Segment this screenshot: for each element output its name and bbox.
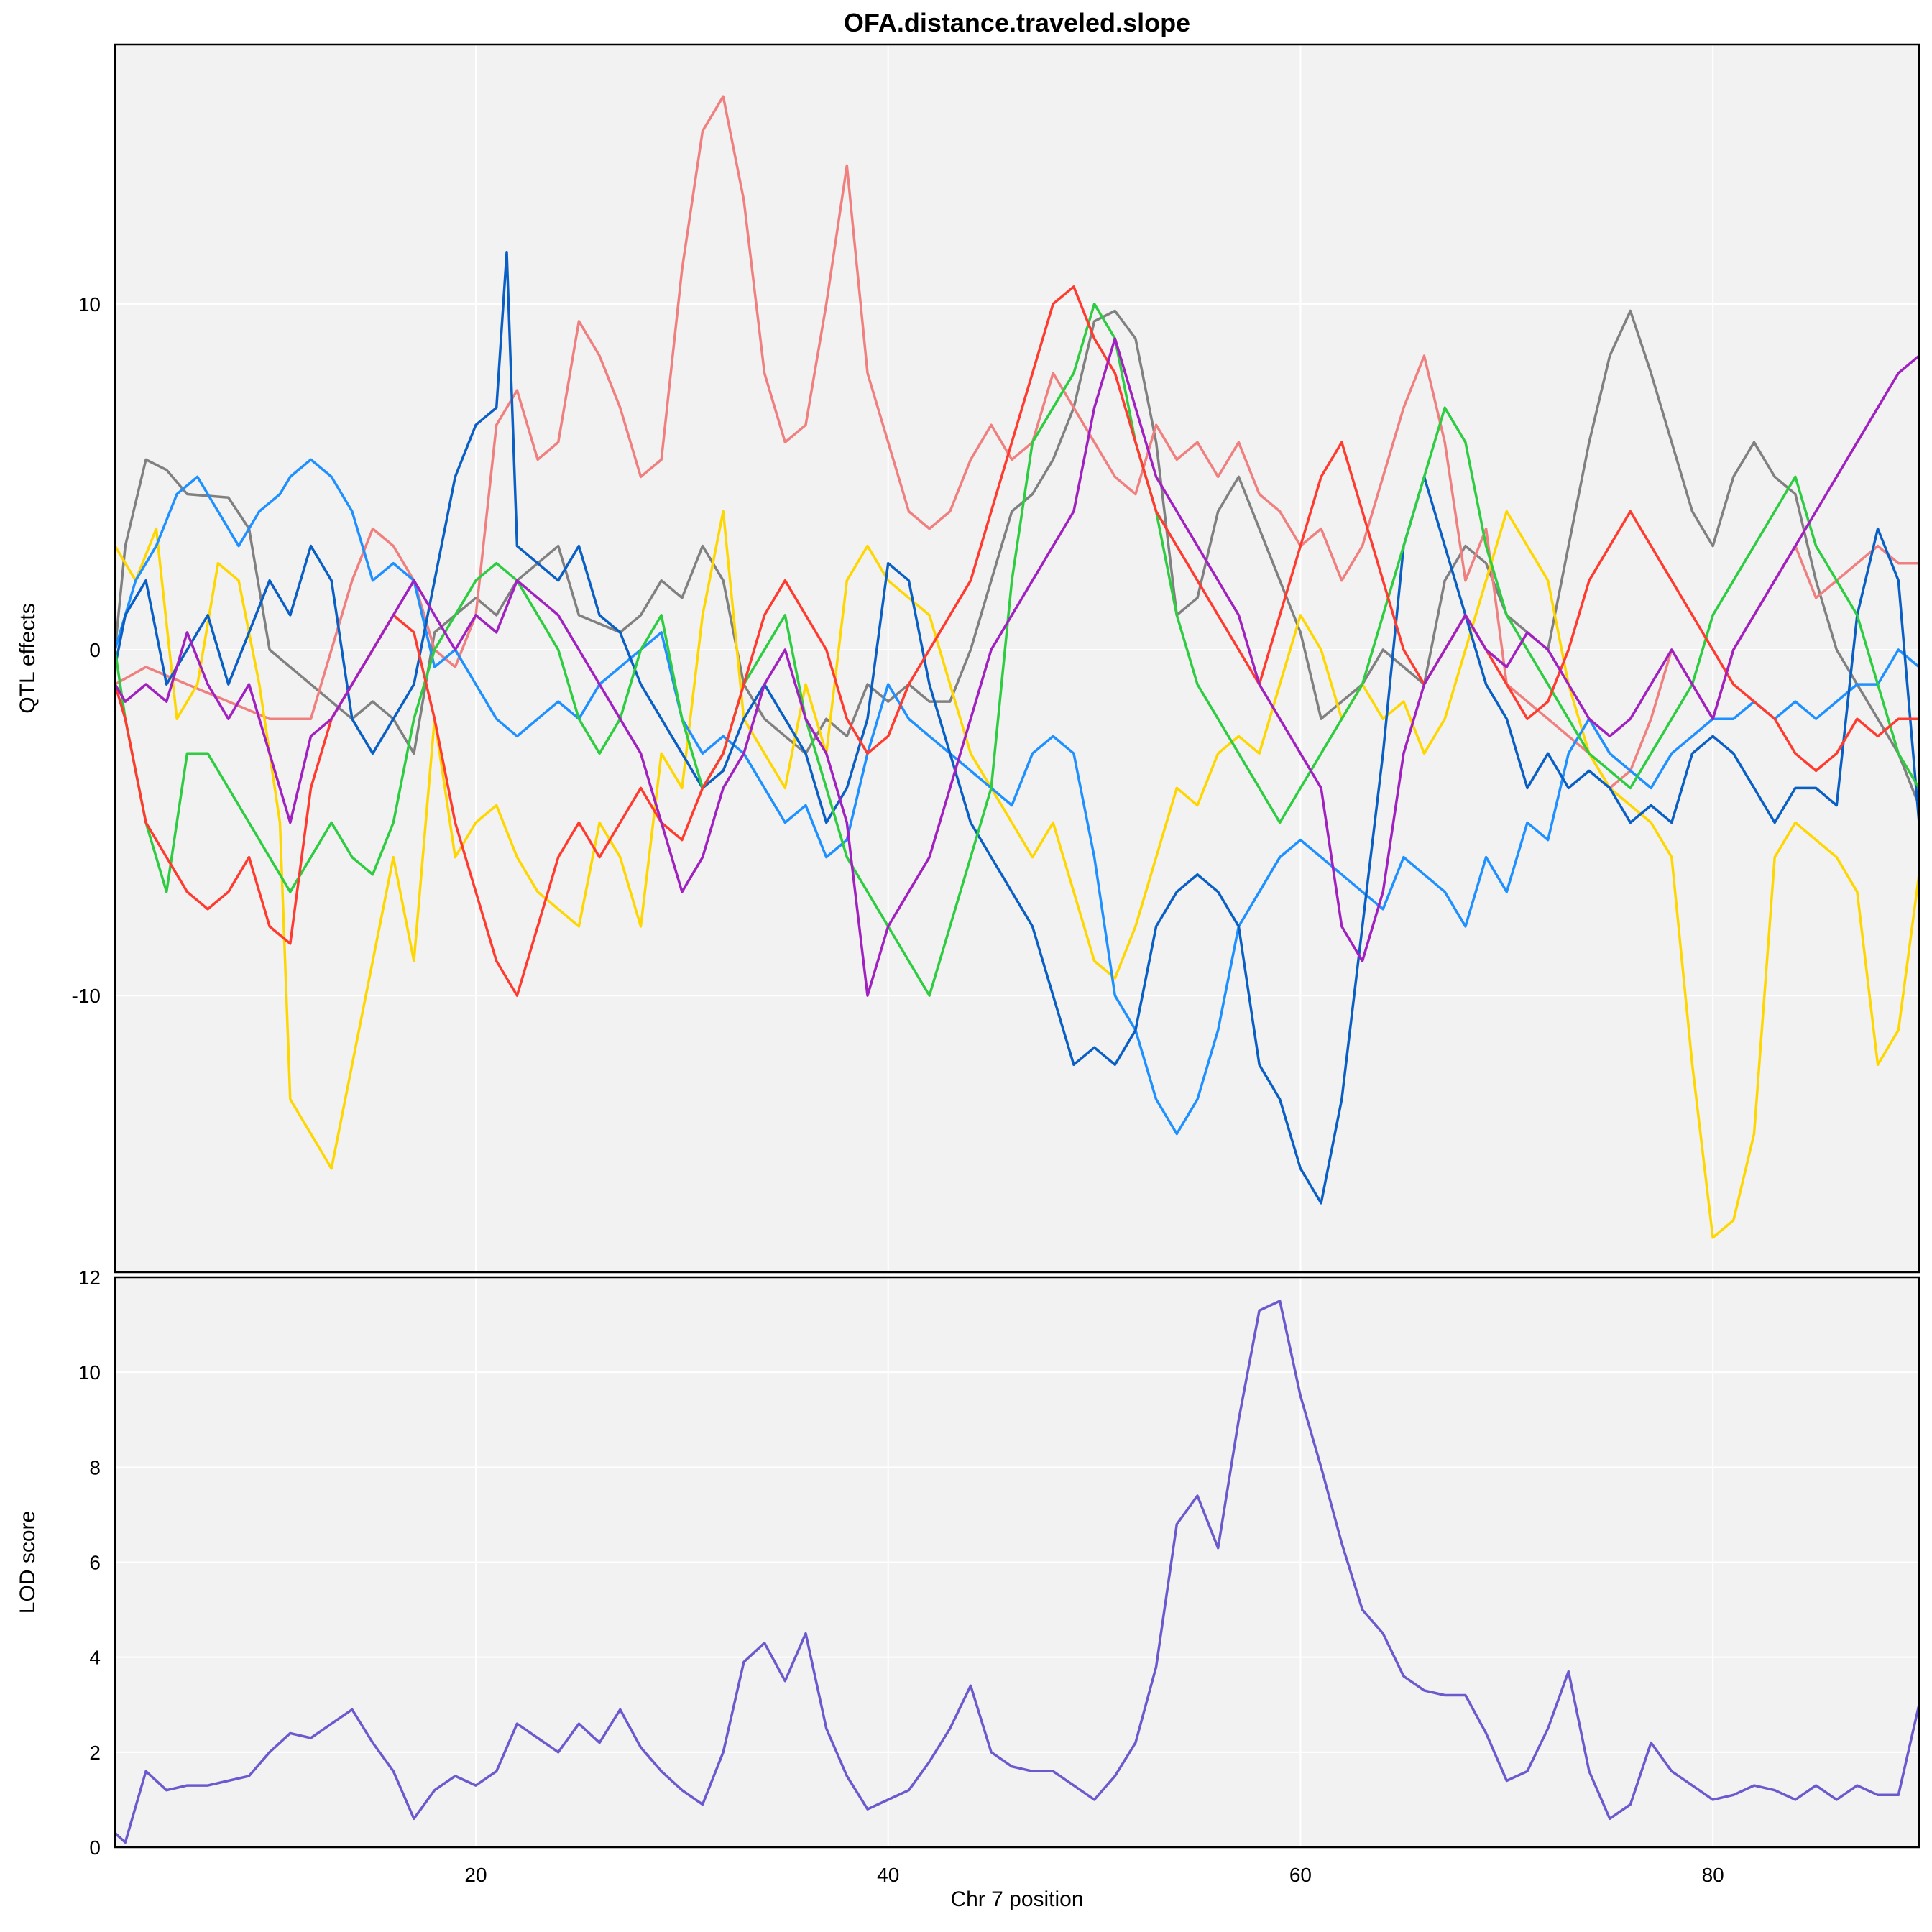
effects-series-line-7 xyxy=(115,337,1919,997)
lod-y-tick-label: 12 xyxy=(78,1266,101,1289)
x-axis-title: Chr 7 position xyxy=(950,1887,1083,1911)
effects-y-axis-title: QTL effects xyxy=(16,603,40,713)
lod-y-tick-label: 4 xyxy=(89,1647,101,1669)
lod-y-axis-title: LOD score xyxy=(16,1511,40,1614)
lod-series-line-0 xyxy=(115,1300,1919,1844)
effects-panel-frame xyxy=(114,43,1920,1274)
effects-series-line-2 xyxy=(115,510,1919,1239)
effects-series-line-6 xyxy=(115,285,1919,997)
effects-series-line-4 xyxy=(115,250,1919,1205)
effects-series-line-1 xyxy=(115,95,1919,790)
x-tick-label: 40 xyxy=(877,1864,899,1886)
effects-y-tick-label: 0 xyxy=(89,639,101,661)
lod-y-tick-label: 8 xyxy=(89,1456,101,1478)
lod-series-group xyxy=(115,1300,1919,1844)
effects-panel: -10 0 10 QTL effects xyxy=(16,43,1920,1274)
chart-title: OFA.distance.traveled.slope xyxy=(844,8,1190,37)
effects-y-tick-label: 10 xyxy=(78,293,101,316)
lod-panel: 0 2 4 6 8 10 12 20 40 60 80 LOD score xyxy=(16,1266,1920,1886)
lod-panel-frame xyxy=(114,1276,1920,1849)
effects-series-line-3 xyxy=(115,458,1919,1136)
x-tick-label: 20 xyxy=(464,1864,487,1886)
lod-y-tick-label: 0 xyxy=(89,1836,101,1859)
x-tick-label: 80 xyxy=(1702,1864,1724,1886)
lod-y-tick-label: 6 xyxy=(89,1552,101,1574)
x-tick-label: 60 xyxy=(1289,1864,1312,1886)
effects-series-group xyxy=(115,95,1919,1239)
lod-y-tick-label: 10 xyxy=(78,1361,101,1384)
lod-y-tick-label: 2 xyxy=(89,1742,101,1764)
effects-y-tick-label: -10 xyxy=(72,985,101,1007)
effects-series-line-5 xyxy=(115,303,1919,997)
effects-panel-background xyxy=(115,45,1919,1272)
